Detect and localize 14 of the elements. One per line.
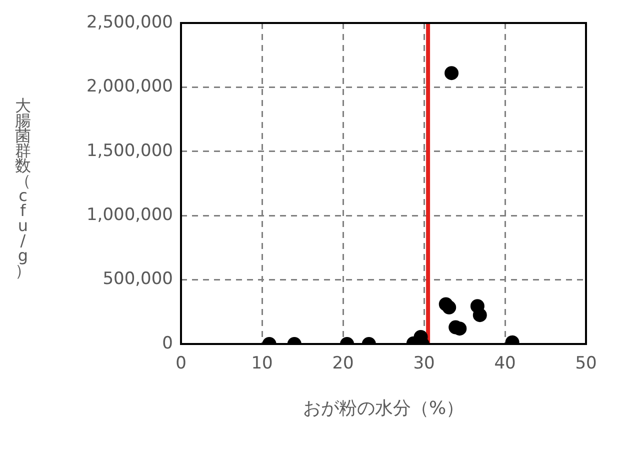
y-tick-label: 2,500,000 — [86, 12, 173, 32]
x-axis-title: おが粉の水分（%） — [302, 398, 464, 419]
x-tick-label: 40 — [494, 354, 516, 374]
y-tick-label: 1,500,000 — [86, 140, 173, 161]
x-tick-label: 0 — [176, 354, 186, 374]
y-tick-label: 500,000 — [102, 269, 173, 290]
y-tick-label: 2,000,000 — [86, 76, 173, 97]
y-tick-label: 0 — [162, 333, 173, 354]
x-tick-label: 20 — [332, 354, 354, 374]
y-tick-label: 1,000,000 — [86, 205, 173, 226]
x-tick-label: 30 — [413, 354, 435, 374]
x-tick-label: 50 — [575, 354, 597, 374]
text: 大腸菌群数（cfu/g） — [15, 96, 31, 280]
x-tick-label: 10 — [251, 354, 273, 374]
